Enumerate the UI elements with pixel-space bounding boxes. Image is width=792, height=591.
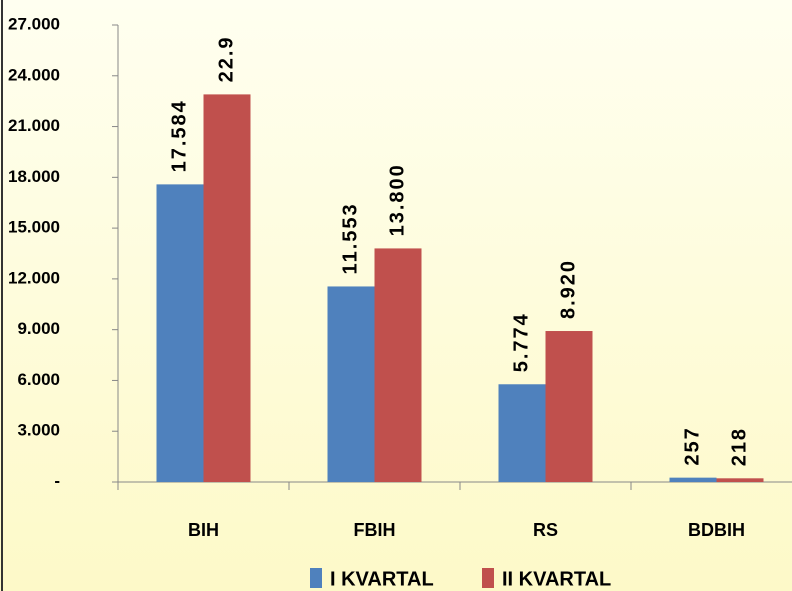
y-tick-label: 24.000 — [8, 65, 60, 84]
legend-label: I KVARTAL — [330, 568, 434, 590]
y-tick-label: 12.000 — [8, 268, 60, 287]
bar — [327, 286, 375, 482]
y-tick-label: 27.000 — [8, 14, 60, 33]
data-label: 5.774 — [510, 312, 532, 372]
y-tick-label: - — [54, 471, 60, 490]
legend-swatch — [482, 568, 494, 588]
bar — [716, 478, 764, 482]
data-label: 22.9 — [215, 35, 237, 82]
y-tick-label: 18.000 — [8, 167, 60, 186]
x-tick-label: BDBIH — [688, 520, 745, 540]
bar — [374, 248, 422, 482]
y-tick-label: 9.000 — [17, 319, 60, 338]
bar — [498, 384, 546, 482]
data-label: 17.584 — [168, 99, 190, 172]
x-tick-label: RS — [533, 520, 558, 540]
y-tick-label: 15.000 — [8, 218, 60, 237]
bar — [669, 477, 717, 482]
y-tick-label: 6.000 — [17, 370, 60, 389]
y-tick-label: 3.000 — [17, 421, 60, 440]
y-tick-label: 21.000 — [8, 116, 60, 135]
bar — [545, 331, 593, 482]
legend-label: II KVARTAL — [502, 568, 611, 590]
bar — [203, 94, 251, 482]
data-label: 8.920 — [557, 259, 579, 319]
legend-swatch — [310, 568, 322, 588]
data-label: 218 — [728, 427, 750, 466]
bar — [156, 184, 204, 482]
data-label: 13.800 — [386, 163, 408, 236]
data-label: 257 — [681, 426, 703, 465]
data-label: 11.553 — [339, 202, 361, 274]
x-tick-label: FBIH — [354, 520, 396, 540]
x-tick-label: BIH — [188, 520, 219, 540]
